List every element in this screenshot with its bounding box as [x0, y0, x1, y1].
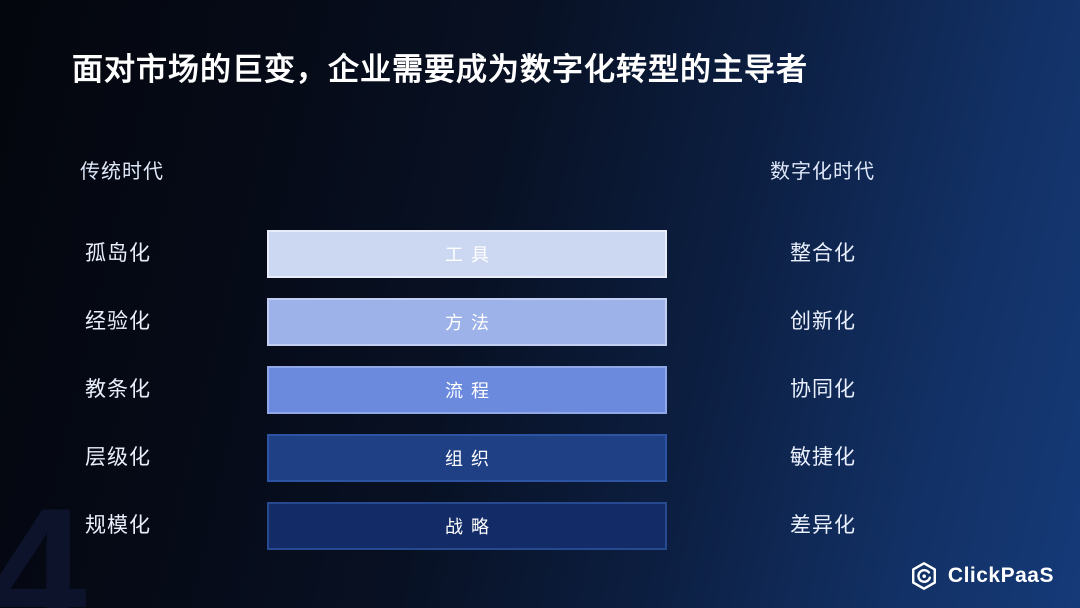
center-bar: 战略 [267, 502, 667, 550]
bar-label: 组织 [445, 449, 497, 469]
comparison-row: 孤岛化 工具 整合化 [0, 230, 1080, 278]
center-bar: 流程 [267, 366, 667, 414]
clickpaas-logo: ClickPaaS [909, 561, 1054, 591]
traditional-era-label: 孤岛化 [85, 242, 151, 265]
comparison-row: 层级化 组织 敏捷化 [0, 434, 1080, 482]
left-column-header: 传统时代 [80, 161, 164, 183]
bar-label: 方法 [445, 313, 497, 333]
traditional-era-label: 教条化 [85, 378, 151, 401]
traditional-era-label: 规模化 [85, 514, 151, 537]
bar-label: 战略 [445, 517, 497, 537]
traditional-era-label: 经验化 [85, 310, 151, 333]
digital-era-label: 创新化 [790, 310, 856, 333]
digital-era-label: 整合化 [790, 242, 856, 265]
hexagon-spiral-icon [909, 561, 939, 591]
comparison-row: 规模化 战略 差异化 [0, 502, 1080, 550]
digital-era-label: 敏捷化 [790, 446, 856, 469]
digital-era-label: 协同化 [790, 378, 856, 401]
bar-label: 流程 [445, 381, 497, 401]
comparison-row: 经验化 方法 创新化 [0, 298, 1080, 346]
comparison-row: 教条化 流程 协同化 [0, 366, 1080, 414]
bar-label: 工具 [445, 245, 497, 265]
center-bar: 方法 [267, 298, 667, 346]
center-bar: 组织 [267, 434, 667, 482]
right-column-header: 数字化时代 [770, 161, 875, 183]
page-number-watermark: 04 [0, 471, 87, 608]
slide-title: 面对市场的巨变，企业需要成为数字化转型的主导者 [72, 52, 808, 87]
logo-text: ClickPaaS [947, 564, 1054, 587]
traditional-era-label: 层级化 [85, 446, 151, 469]
center-bar: 工具 [267, 230, 667, 278]
digital-era-label: 差异化 [790, 514, 856, 537]
